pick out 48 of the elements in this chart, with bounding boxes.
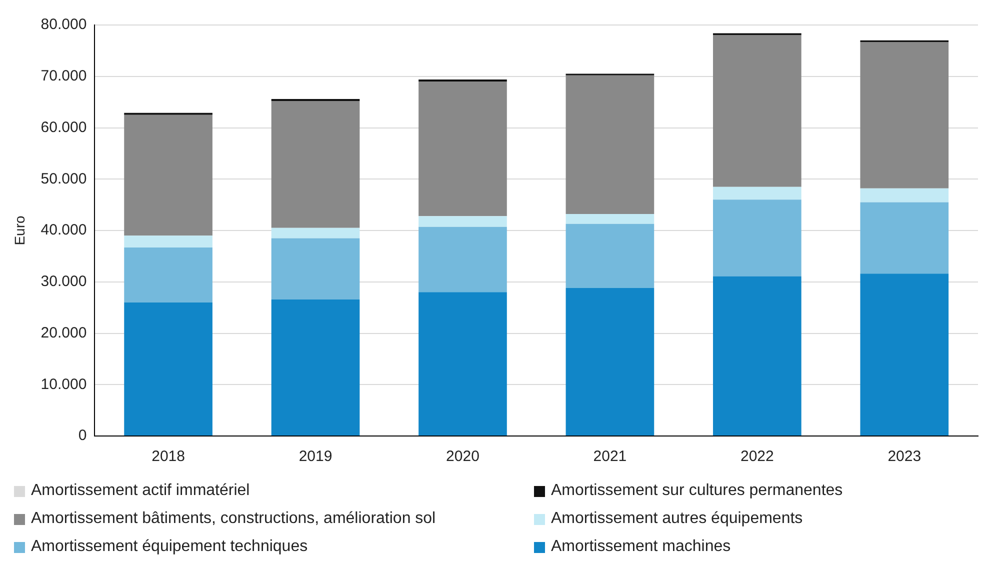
x-tick-label: 2022 bbox=[740, 448, 774, 466]
bar bbox=[418, 292, 507, 436]
bar bbox=[124, 302, 212, 436]
bar bbox=[124, 114, 212, 236]
y-tick-label: 60.000 bbox=[40, 118, 87, 136]
legend-label: Amortissement autres équipements bbox=[551, 510, 803, 528]
bar bbox=[124, 247, 212, 302]
bar bbox=[418, 226, 507, 292]
bar bbox=[860, 42, 949, 188]
y-tick-label: 70.000 bbox=[40, 68, 87, 85]
y-tick-label: 40.000 bbox=[40, 222, 87, 239]
legend-label: Amortissement actif immatériel bbox=[31, 482, 250, 500]
y-tick-label: 0 bbox=[78, 427, 87, 444]
bar bbox=[566, 75, 654, 214]
y-tick-label: 80.000 bbox=[40, 16, 87, 34]
y-tick-label: 30.000 bbox=[40, 273, 87, 290]
bar bbox=[860, 202, 949, 274]
bar bbox=[271, 299, 360, 436]
bar bbox=[124, 236, 212, 248]
legend-label: Amortissement bâtiments, constructions, amélioration sol bbox=[31, 510, 436, 528]
bar bbox=[713, 276, 802, 436]
bar bbox=[271, 98, 360, 102]
legend-label: Amortissement équipement techniques bbox=[31, 538, 308, 556]
y-tick-label: 10.000 bbox=[40, 376, 87, 393]
x-tick-label: 2020 bbox=[446, 448, 480, 466]
y-tick-label: 50.000 bbox=[40, 170, 87, 188]
bar bbox=[566, 288, 654, 436]
y-axis-title: Euro bbox=[11, 216, 28, 246]
bar bbox=[860, 188, 949, 202]
bar bbox=[566, 224, 654, 288]
x-tick-label: 2023 bbox=[888, 448, 922, 466]
bar bbox=[566, 214, 654, 224]
bar bbox=[271, 238, 360, 300]
x-tick-label: 2019 bbox=[298, 448, 332, 466]
bar bbox=[860, 274, 949, 436]
bar bbox=[271, 228, 360, 238]
x-tick-label: 2021 bbox=[593, 448, 627, 466]
y-tick-label: 20.000 bbox=[40, 324, 87, 342]
legend-label: Amortissement sur cultures permanentes bbox=[551, 482, 843, 500]
bar bbox=[271, 101, 360, 228]
bar bbox=[418, 82, 507, 216]
bar bbox=[713, 186, 802, 200]
bar bbox=[713, 35, 802, 187]
bar bbox=[713, 200, 802, 276]
bar bbox=[418, 216, 507, 227]
bar bbox=[418, 79, 507, 82]
x-tick-label: 2018 bbox=[152, 448, 185, 466]
legend-label: Amortissement machines bbox=[551, 538, 731, 556]
